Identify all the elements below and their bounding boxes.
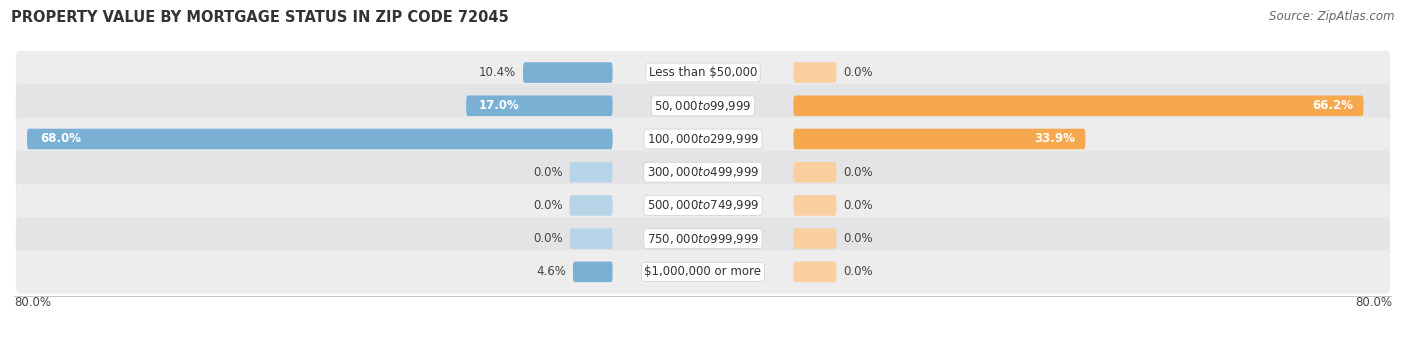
Text: 0.0%: 0.0% [844,232,873,245]
Text: Less than $50,000: Less than $50,000 [648,66,758,79]
Text: 0.0%: 0.0% [844,199,873,212]
Text: 17.0%: 17.0% [479,99,520,112]
Text: Source: ZipAtlas.com: Source: ZipAtlas.com [1270,10,1395,23]
FancyBboxPatch shape [15,51,1391,94]
Text: 4.6%: 4.6% [536,265,567,278]
Text: 0.0%: 0.0% [533,166,562,179]
Text: $1,000,000 or more: $1,000,000 or more [644,265,762,278]
FancyBboxPatch shape [569,162,613,182]
FancyBboxPatch shape [15,184,1391,227]
FancyBboxPatch shape [15,217,1391,260]
FancyBboxPatch shape [793,195,837,216]
Text: $100,000 to $299,999: $100,000 to $299,999 [647,132,759,146]
Text: 10.4%: 10.4% [479,66,516,79]
Text: 68.0%: 68.0% [39,133,82,146]
Text: 80.0%: 80.0% [14,296,51,309]
FancyBboxPatch shape [15,84,1391,128]
Text: $750,000 to $999,999: $750,000 to $999,999 [647,232,759,246]
Text: 0.0%: 0.0% [844,166,873,179]
Text: PROPERTY VALUE BY MORTGAGE STATUS IN ZIP CODE 72045: PROPERTY VALUE BY MORTGAGE STATUS IN ZIP… [11,10,509,25]
FancyBboxPatch shape [467,95,613,116]
Text: 0.0%: 0.0% [533,199,562,212]
FancyBboxPatch shape [569,228,613,249]
FancyBboxPatch shape [27,129,613,149]
FancyBboxPatch shape [15,151,1391,194]
FancyBboxPatch shape [793,162,837,182]
FancyBboxPatch shape [793,62,837,83]
FancyBboxPatch shape [569,195,613,216]
FancyBboxPatch shape [574,262,613,282]
FancyBboxPatch shape [793,228,837,249]
FancyBboxPatch shape [15,250,1391,294]
Text: 0.0%: 0.0% [844,265,873,278]
Text: 33.9%: 33.9% [1035,133,1076,146]
Text: $300,000 to $499,999: $300,000 to $499,999 [647,165,759,179]
FancyBboxPatch shape [793,129,1085,149]
Text: 66.2%: 66.2% [1312,99,1353,112]
Text: 0.0%: 0.0% [533,232,562,245]
FancyBboxPatch shape [15,117,1391,161]
FancyBboxPatch shape [523,62,613,83]
Text: $50,000 to $99,999: $50,000 to $99,999 [654,99,752,113]
FancyBboxPatch shape [793,95,1364,116]
Text: $500,000 to $749,999: $500,000 to $749,999 [647,198,759,212]
Text: 80.0%: 80.0% [1355,296,1392,309]
FancyBboxPatch shape [793,262,837,282]
Text: 0.0%: 0.0% [844,66,873,79]
